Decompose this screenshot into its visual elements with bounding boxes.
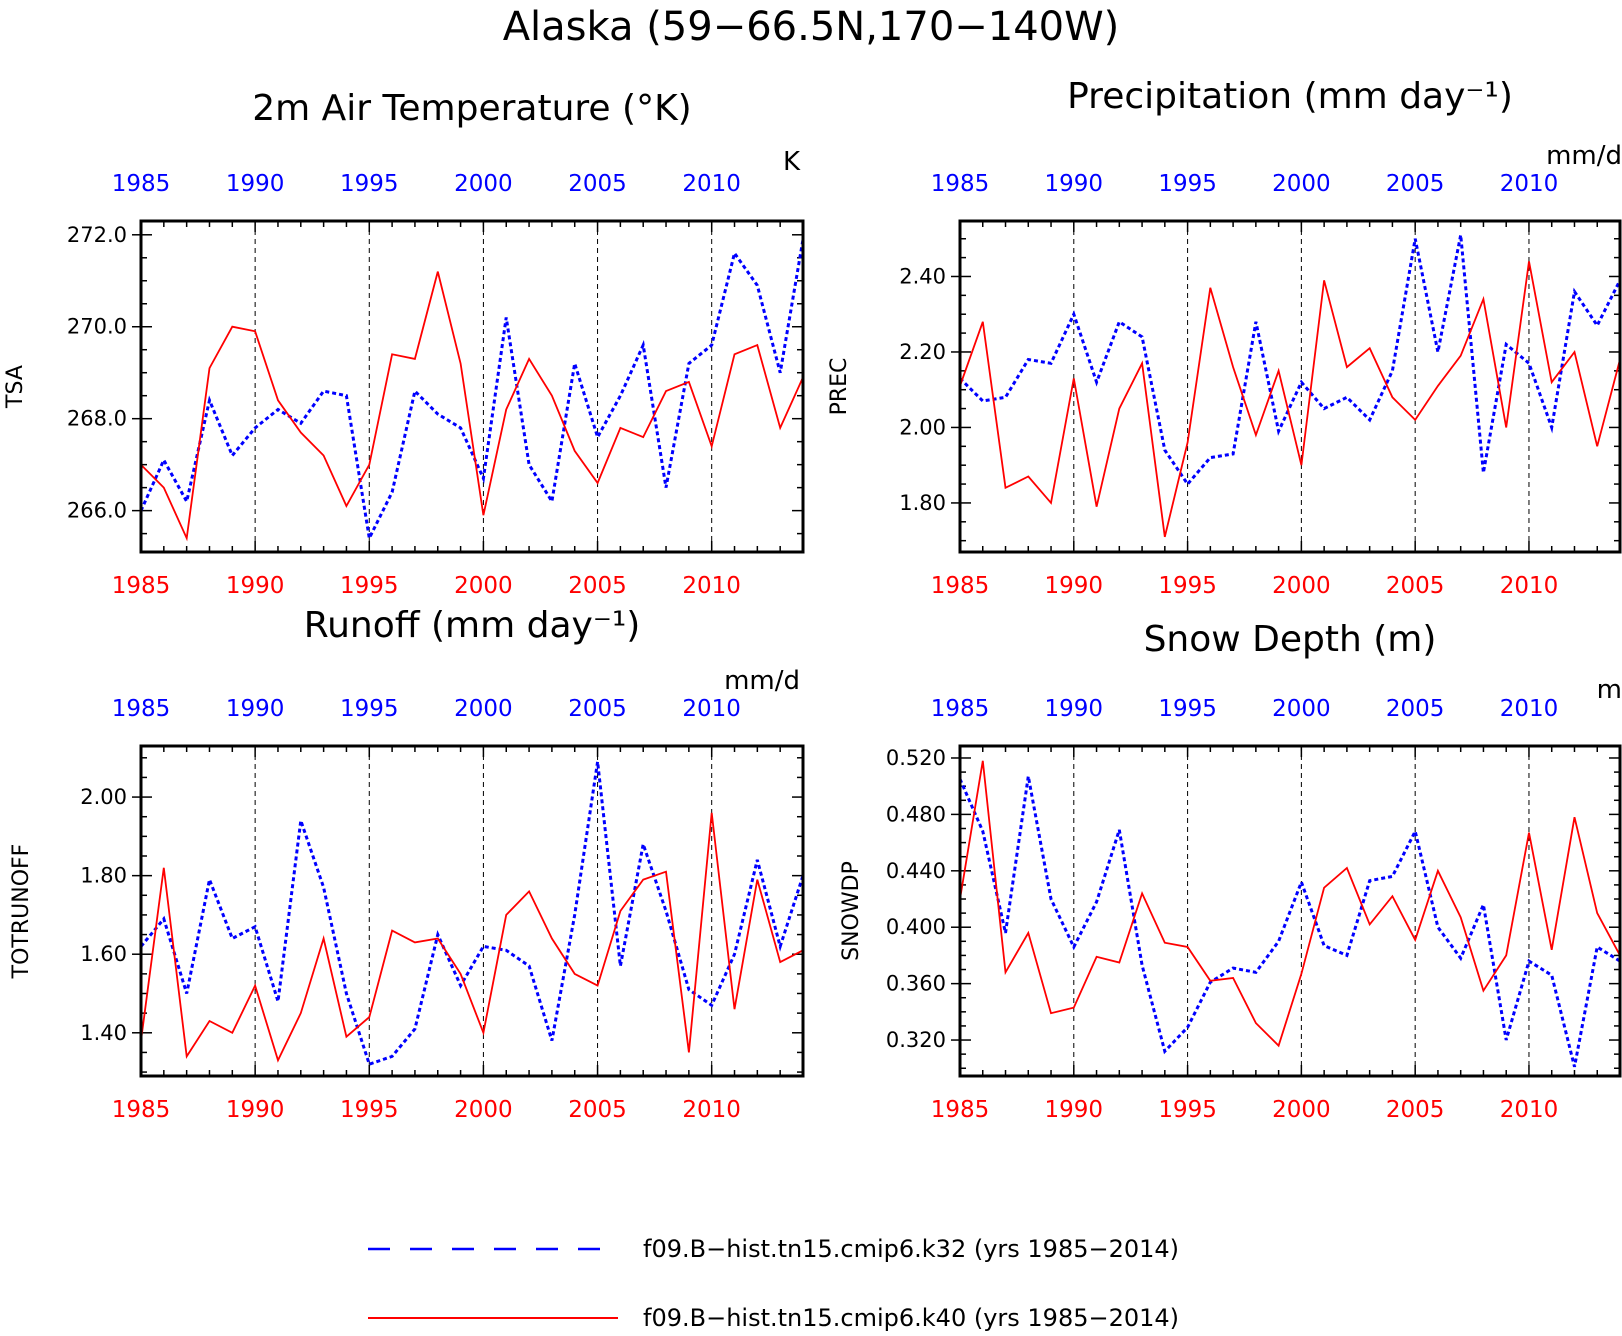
precipitation-xtick-label-bottom: 2000 xyxy=(1272,573,1331,599)
runoff-frame xyxy=(139,744,805,1078)
precipitation-units: mm/d xyxy=(1546,141,1622,171)
precipitation-ytick-label: 2.20 xyxy=(899,340,946,364)
precipitation-ytick-label: 2.40 xyxy=(899,264,946,288)
air-temperature-xtick-label-bottom: 2005 xyxy=(568,573,627,599)
air-temperature-xtick-label-bottom: 1995 xyxy=(340,573,399,599)
snow-depth-xtick-label-bottom: 1990 xyxy=(1045,1097,1104,1123)
air-temperature-units: K xyxy=(783,147,801,177)
snow-depth-units: m xyxy=(1597,675,1622,705)
runoff-xtick-label-top: 2005 xyxy=(568,696,627,722)
runoff-xtick-label-bottom: 1990 xyxy=(226,1097,285,1123)
runoff-ytick-label: 1.60 xyxy=(80,942,127,966)
air-temperature-xtick-label-top: 2010 xyxy=(682,171,741,197)
air-temperature-title: 2m Air Temperature (°K) xyxy=(252,88,691,129)
runoff-units: mm/d xyxy=(724,666,800,696)
snow-depth-ytick-label: 0.320 xyxy=(886,1028,946,1052)
precipitation-xtick-label-top: 1985 xyxy=(931,171,990,197)
runoff-title: Runoff (mm day⁻¹) xyxy=(304,605,641,646)
legend-label-k40: f09.B−hist.tn15.cmip6.k40 (yrs 1985−2014… xyxy=(643,1304,1179,1332)
runoff-series-k32-line xyxy=(141,761,803,1067)
precipitation-series-k40-line xyxy=(960,261,1620,538)
snow-depth-xtick-label-top: 2010 xyxy=(1500,696,1559,722)
snow-depth-ytick-label: 0.440 xyxy=(886,859,946,883)
panel-precipitation: Precipitation (mm day⁻¹) mm/d PREC 1985 1985… xyxy=(827,76,1622,599)
snow-depth-title: Snow Depth (m) xyxy=(1144,619,1437,660)
panel-air-temperature: 2m Air Temperature (°K) K TSA 1985 1985 1990 1… xyxy=(3,88,805,599)
snow-depth-xtick-label-bottom: 1995 xyxy=(1158,1097,1217,1123)
air-temperature-series-k32-line xyxy=(141,239,803,544)
snow-depth-ytick-label: 0.480 xyxy=(886,802,946,826)
snow-depth-xtick-label-top: 2005 xyxy=(1386,696,1445,722)
panel-snow-depth: Snow Depth (m) m SNOWDP 1985 1985 1990 1990 199… xyxy=(839,619,1622,1123)
snow-depth-series-k40-line xyxy=(960,760,1620,1048)
figure-title: Alaska (59−66.5N,170−140W) xyxy=(503,4,1120,50)
runoff-xtick-label-top: 2000 xyxy=(454,696,513,722)
runoff-xtick-label-bottom: 2010 xyxy=(682,1097,741,1123)
air-temperature-xtick-label-bottom: 1985 xyxy=(112,573,171,599)
snow-depth-ylabel: SNOWDP xyxy=(839,861,864,961)
runoff-xtick-label-bottom: 2000 xyxy=(454,1097,513,1123)
snow-depth-xtick-label-bottom: 2005 xyxy=(1386,1097,1445,1123)
snow-depth-xtick-label-bottom: 1985 xyxy=(931,1097,990,1123)
runoff-xtick-label-bottom: 2005 xyxy=(568,1097,627,1123)
runoff-ytick-label: 1.40 xyxy=(80,1021,127,1045)
precipitation-frame xyxy=(958,219,1622,554)
precipitation-title: Precipitation (mm day⁻¹) xyxy=(1067,76,1513,117)
runoff-xtick-label-top: 1985 xyxy=(112,696,171,722)
precipitation-xtick-label-top: 2005 xyxy=(1386,171,1445,197)
snow-depth-xtick-label-top: 2000 xyxy=(1272,696,1331,722)
snow-depth-series-k32-line xyxy=(960,776,1620,1068)
air-temperature-series-k40-line xyxy=(141,271,803,542)
precipitation-ytick-label: 1.80 xyxy=(899,491,946,515)
precipitation-xtick-label-bottom: 1995 xyxy=(1158,573,1217,599)
snow-depth-xtick-label-bottom: 2010 xyxy=(1500,1097,1559,1123)
air-temperature-xtick-label-top: 1995 xyxy=(340,171,399,197)
air-temperature-xtick-label-top: 1990 xyxy=(226,171,285,197)
snow-depth-xtick-label-top: 1990 xyxy=(1045,696,1104,722)
runoff-xtick-label-bottom: 1985 xyxy=(112,1097,171,1123)
air-temperature-xtick-label-top: 2000 xyxy=(454,171,513,197)
air-temperature-frame xyxy=(139,219,805,554)
legend-label-k32: f09.B−hist.tn15.cmip6.k32 (yrs 1985−2014… xyxy=(643,1235,1179,1263)
precipitation-xtick-label-top: 1990 xyxy=(1045,171,1104,197)
snow-depth-xtick-label-top: 1995 xyxy=(1158,696,1217,722)
runoff-ytick-label: 2.00 xyxy=(80,785,127,809)
air-temperature-ytick-label: 266.0 xyxy=(67,499,127,523)
precipitation-ytick-label: 2.00 xyxy=(899,415,946,439)
air-temperature-ytick-label: 272.0 xyxy=(67,223,127,247)
air-temperature-ytick-label: 270.0 xyxy=(67,315,127,339)
precipitation-xtick-label-top: 2000 xyxy=(1272,171,1331,197)
air-temperature-ylabel: TSA xyxy=(3,365,28,409)
precipitation-xtick-label-bottom: 2005 xyxy=(1386,573,1445,599)
air-temperature-xtick-label-bottom: 1990 xyxy=(226,573,285,599)
runoff-xtick-label-bottom: 1995 xyxy=(340,1097,399,1123)
runoff-xtick-label-top: 1990 xyxy=(226,696,285,722)
runoff-ylabel: TOTRUNOFF xyxy=(9,844,34,980)
snow-depth-xtick-label-bottom: 2000 xyxy=(1272,1097,1331,1123)
precipitation-series-k32-line xyxy=(960,234,1620,487)
precipitation-xtick-label-bottom: 2010 xyxy=(1500,573,1559,599)
air-temperature-ytick-label: 268.0 xyxy=(67,407,127,431)
legend: f09.B−hist.tn15.cmip6.k32 (yrs 1985−2014… xyxy=(368,1235,1179,1332)
precipitation-xtick-label-top: 2010 xyxy=(1500,171,1559,197)
runoff-series-k40-line xyxy=(141,812,803,1063)
snow-depth-ytick-label: 0.520 xyxy=(886,746,946,770)
snow-depth-ytick-label: 0.400 xyxy=(886,915,946,939)
runoff-ytick-label: 1.80 xyxy=(80,864,127,888)
air-temperature-xtick-label-top: 1985 xyxy=(112,171,171,197)
precipitation-ylabel: PREC xyxy=(827,358,852,416)
air-temperature-xtick-label-top: 2005 xyxy=(568,171,627,197)
panel-runoff: Runoff (mm day⁻¹) mm/d TOTRUNOFF 1985 1985 19… xyxy=(9,605,805,1123)
snow-depth-frame xyxy=(958,744,1622,1078)
precipitation-xtick-label-bottom: 1985 xyxy=(931,573,990,599)
runoff-xtick-label-top: 1995 xyxy=(340,696,399,722)
air-temperature-xtick-label-bottom: 2000 xyxy=(454,573,513,599)
snow-depth-ytick-label: 0.360 xyxy=(886,972,946,996)
air-temperature-xtick-label-bottom: 2010 xyxy=(682,573,741,599)
runoff-xtick-label-top: 2010 xyxy=(682,696,741,722)
precipitation-xtick-label-top: 1995 xyxy=(1158,171,1217,197)
precipitation-xtick-label-bottom: 1990 xyxy=(1045,573,1104,599)
snow-depth-xtick-label-top: 1985 xyxy=(931,696,990,722)
